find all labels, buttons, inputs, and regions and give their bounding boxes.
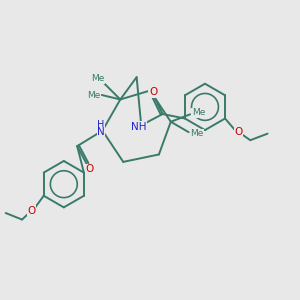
Text: Me: Me: [91, 74, 104, 83]
Text: O: O: [149, 87, 157, 97]
Text: O: O: [85, 164, 94, 174]
Text: N: N: [97, 127, 105, 137]
Text: Me: Me: [190, 129, 204, 138]
Text: Me: Me: [87, 91, 100, 100]
Text: H: H: [97, 120, 105, 130]
Text: O: O: [28, 206, 36, 216]
Text: O: O: [235, 127, 243, 137]
Text: NH: NH: [131, 122, 147, 132]
Text: Me: Me: [192, 108, 205, 117]
